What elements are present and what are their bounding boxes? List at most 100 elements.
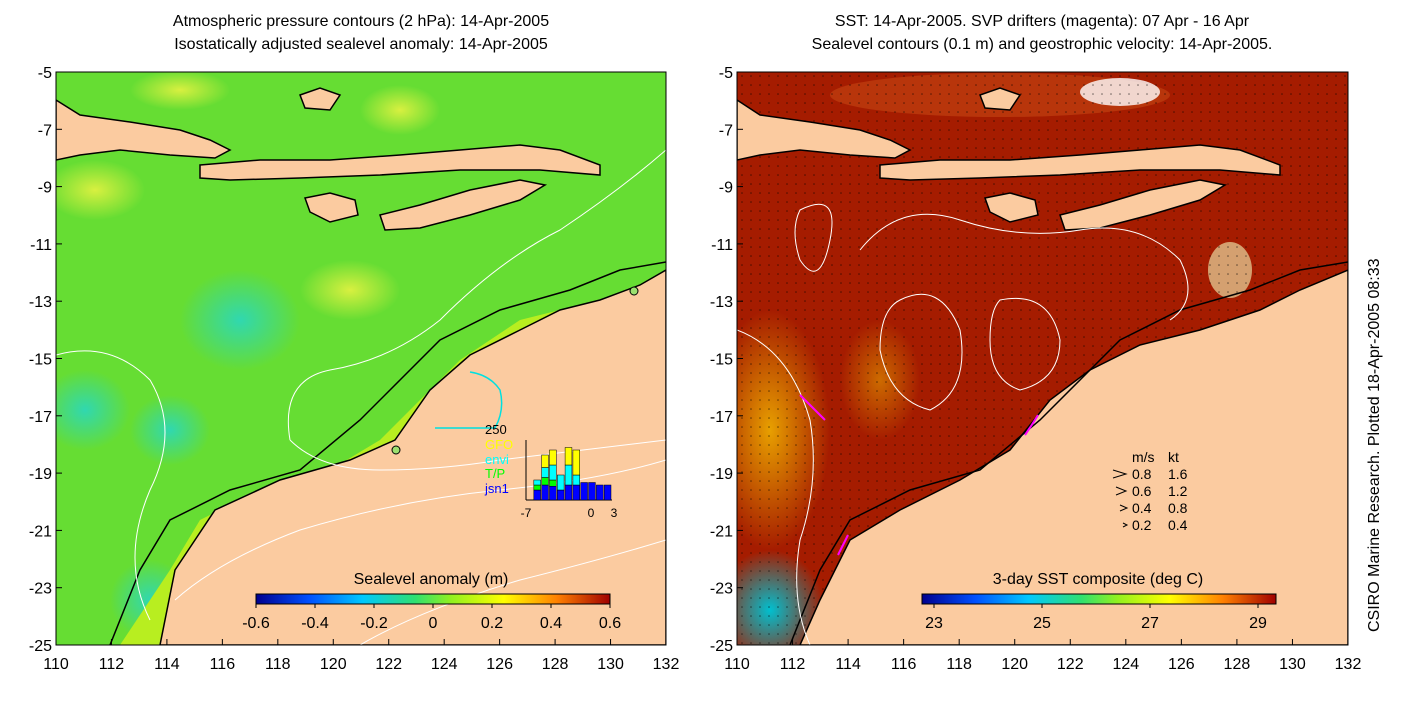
left-lon-axis: 110 112 114 116 118 120 122 124 126 128 130 132 (43, 639, 679, 673)
lon-tick-label: 128 (542, 656, 569, 673)
velocity-legend-ms: 0.6 (1132, 483, 1152, 499)
velocity-arrow-icon (1122, 522, 1129, 528)
inset-xtick: -7 (521, 506, 532, 520)
velocity-legend-kt: 1.2 (1168, 483, 1188, 499)
lon-tick-label: 112 (99, 656, 125, 673)
right-lat-axis: -5 -7 -9 -11 -13 -15 -17 -19 -21 -23 -25 (710, 65, 743, 655)
inset-bar-envi (541, 467, 549, 478)
lon-tick-label: 120 (320, 656, 347, 673)
sst-colorbar-ticks: 23 25 27 29 (925, 604, 1267, 632)
altimeter-inset (525, 440, 612, 501)
lon-tick-label: 122 (375, 656, 402, 673)
sst-colorbar (921, 593, 1277, 605)
inset-xtick: 0 (588, 506, 595, 520)
pressure-contour (56, 350, 166, 621)
inset-bar-envi (572, 474, 580, 486)
island-north (299, 87, 342, 111)
sealevel-contour (794, 203, 833, 272)
lat-tick-label: -21 (29, 523, 52, 540)
sealevel-contour (859, 213, 1189, 321)
svp-drifter-track (1024, 414, 1039, 436)
lat-tick-label: -13 (29, 294, 52, 311)
inset-bar-envi (557, 474, 565, 491)
inset-bar-gfo (541, 454, 549, 468)
lon-tick-label: 122 (1057, 656, 1084, 673)
lon-tick-label: 110 (43, 656, 69, 673)
colorbar-tick-label: 29 (1249, 615, 1267, 632)
sumba-island (984, 192, 1039, 223)
inset-bar-tp (541, 477, 549, 486)
lon-tick-label: 128 (1224, 656, 1251, 673)
lat-tick-label: -23 (29, 581, 52, 598)
inset-bar-jsn1 (588, 482, 596, 501)
velocity-legend-ms: 0.2 (1132, 517, 1152, 533)
sumba-island (304, 192, 359, 223)
inset-bar-jsn1 (572, 484, 580, 501)
lon-tick-label: 116 (891, 656, 917, 673)
lat-tick-label: -15 (29, 352, 52, 369)
lon-tick-label: 126 (1168, 656, 1195, 673)
lat-tick-label: -9 (38, 180, 52, 197)
lat-tick-label: -11 (711, 237, 733, 254)
colorbar-tick-label: 0 (429, 615, 438, 632)
sealevel-contour (879, 293, 963, 411)
inset-legend-jsn1: jsn1 (484, 481, 509, 496)
sla-anomaly-blob (300, 260, 400, 320)
lat-tick-label: -9 (719, 180, 733, 197)
pressure-contour (174, 459, 666, 601)
lat-tick-label: -5 (719, 65, 733, 82)
colorbar-tick-label: 27 (1141, 615, 1159, 632)
lat-tick-label: -21 (710, 523, 733, 540)
lesser-sunda-islands (879, 144, 1281, 181)
velocity-legend-ms: 0.8 (1132, 466, 1152, 482)
sla-colorbar-ticks: -0.6 -0.4 -0.2 0 0.2 0.4 0.6 (242, 604, 621, 632)
lon-tick-label: 120 (1001, 656, 1028, 673)
lon-tick-label: 116 (210, 656, 236, 673)
colorbar-tick-label: -0.4 (301, 615, 329, 632)
right-lon-axis: 110 112 114 116 118 120 122 124 126 128 130 132 (724, 639, 1361, 673)
colorbar-tick-label: -0.6 (242, 615, 270, 632)
pressure-contour (289, 439, 666, 471)
colorbar-tick-label: 0.4 (540, 615, 562, 632)
lat-tick-label: -23 (710, 581, 733, 598)
inset-legend-envi: envi (485, 452, 509, 467)
credit-label: CSIRO Marine Research. Plotted 18-Apr-20… (1366, 258, 1383, 632)
lon-tick-label: 130 (597, 656, 624, 673)
inset-bar-jsn1 (557, 489, 565, 501)
lesser-sunda-islands (199, 144, 601, 181)
inset-bar-jsn1 (596, 484, 604, 501)
left-map-panel (56, 72, 666, 645)
lat-tick-label: -17 (710, 409, 733, 426)
pressure-contour (287, 149, 666, 441)
colorbar-tick-label: 25 (1033, 615, 1051, 632)
shelf-break-contour (789, 261, 1348, 645)
lon-tick-label: 110 (724, 656, 750, 673)
lat-tick-label: -13 (710, 294, 733, 311)
lon-tick-label: 124 (431, 656, 458, 673)
inset-bar-envi (533, 479, 541, 486)
inset-legend-tp: T/P (485, 466, 505, 481)
sla-anomaly-blob (360, 85, 440, 135)
right-title-line1: SST: 14-Apr-2005. SVP drifters (magenta)… (834, 13, 1250, 30)
island-north (979, 87, 1022, 111)
colorbar-tick-label: -0.2 (360, 615, 388, 632)
velocity-legend-kt: 0.8 (1168, 500, 1188, 516)
australia-landmass (159, 269, 666, 645)
sla-anomaly-blob (180, 270, 300, 370)
svp-drifter-track (837, 534, 849, 556)
lat-tick-label: -19 (29, 466, 52, 483)
inset-legend-gfo: GFO (485, 437, 513, 452)
colorbar-tick-label: 0.6 (599, 615, 621, 632)
java-island (737, 99, 912, 161)
lat-tick-label: -25 (710, 638, 733, 655)
left-title-line1: Atmospheric pressure contours (2 hPa): 1… (172, 13, 550, 30)
sla-anomaly-blob (56, 370, 130, 450)
inset-xtick: 3 (611, 506, 618, 520)
velocity-arrow-icon (1119, 504, 1129, 512)
colorbar-tick-label: 23 (925, 615, 943, 632)
inset-bar-jsn1 (533, 489, 541, 501)
timor-island (379, 179, 548, 231)
sla-colorbar (255, 593, 611, 605)
sla-anomaly-blob (56, 160, 145, 220)
pressure-contour (359, 539, 666, 645)
